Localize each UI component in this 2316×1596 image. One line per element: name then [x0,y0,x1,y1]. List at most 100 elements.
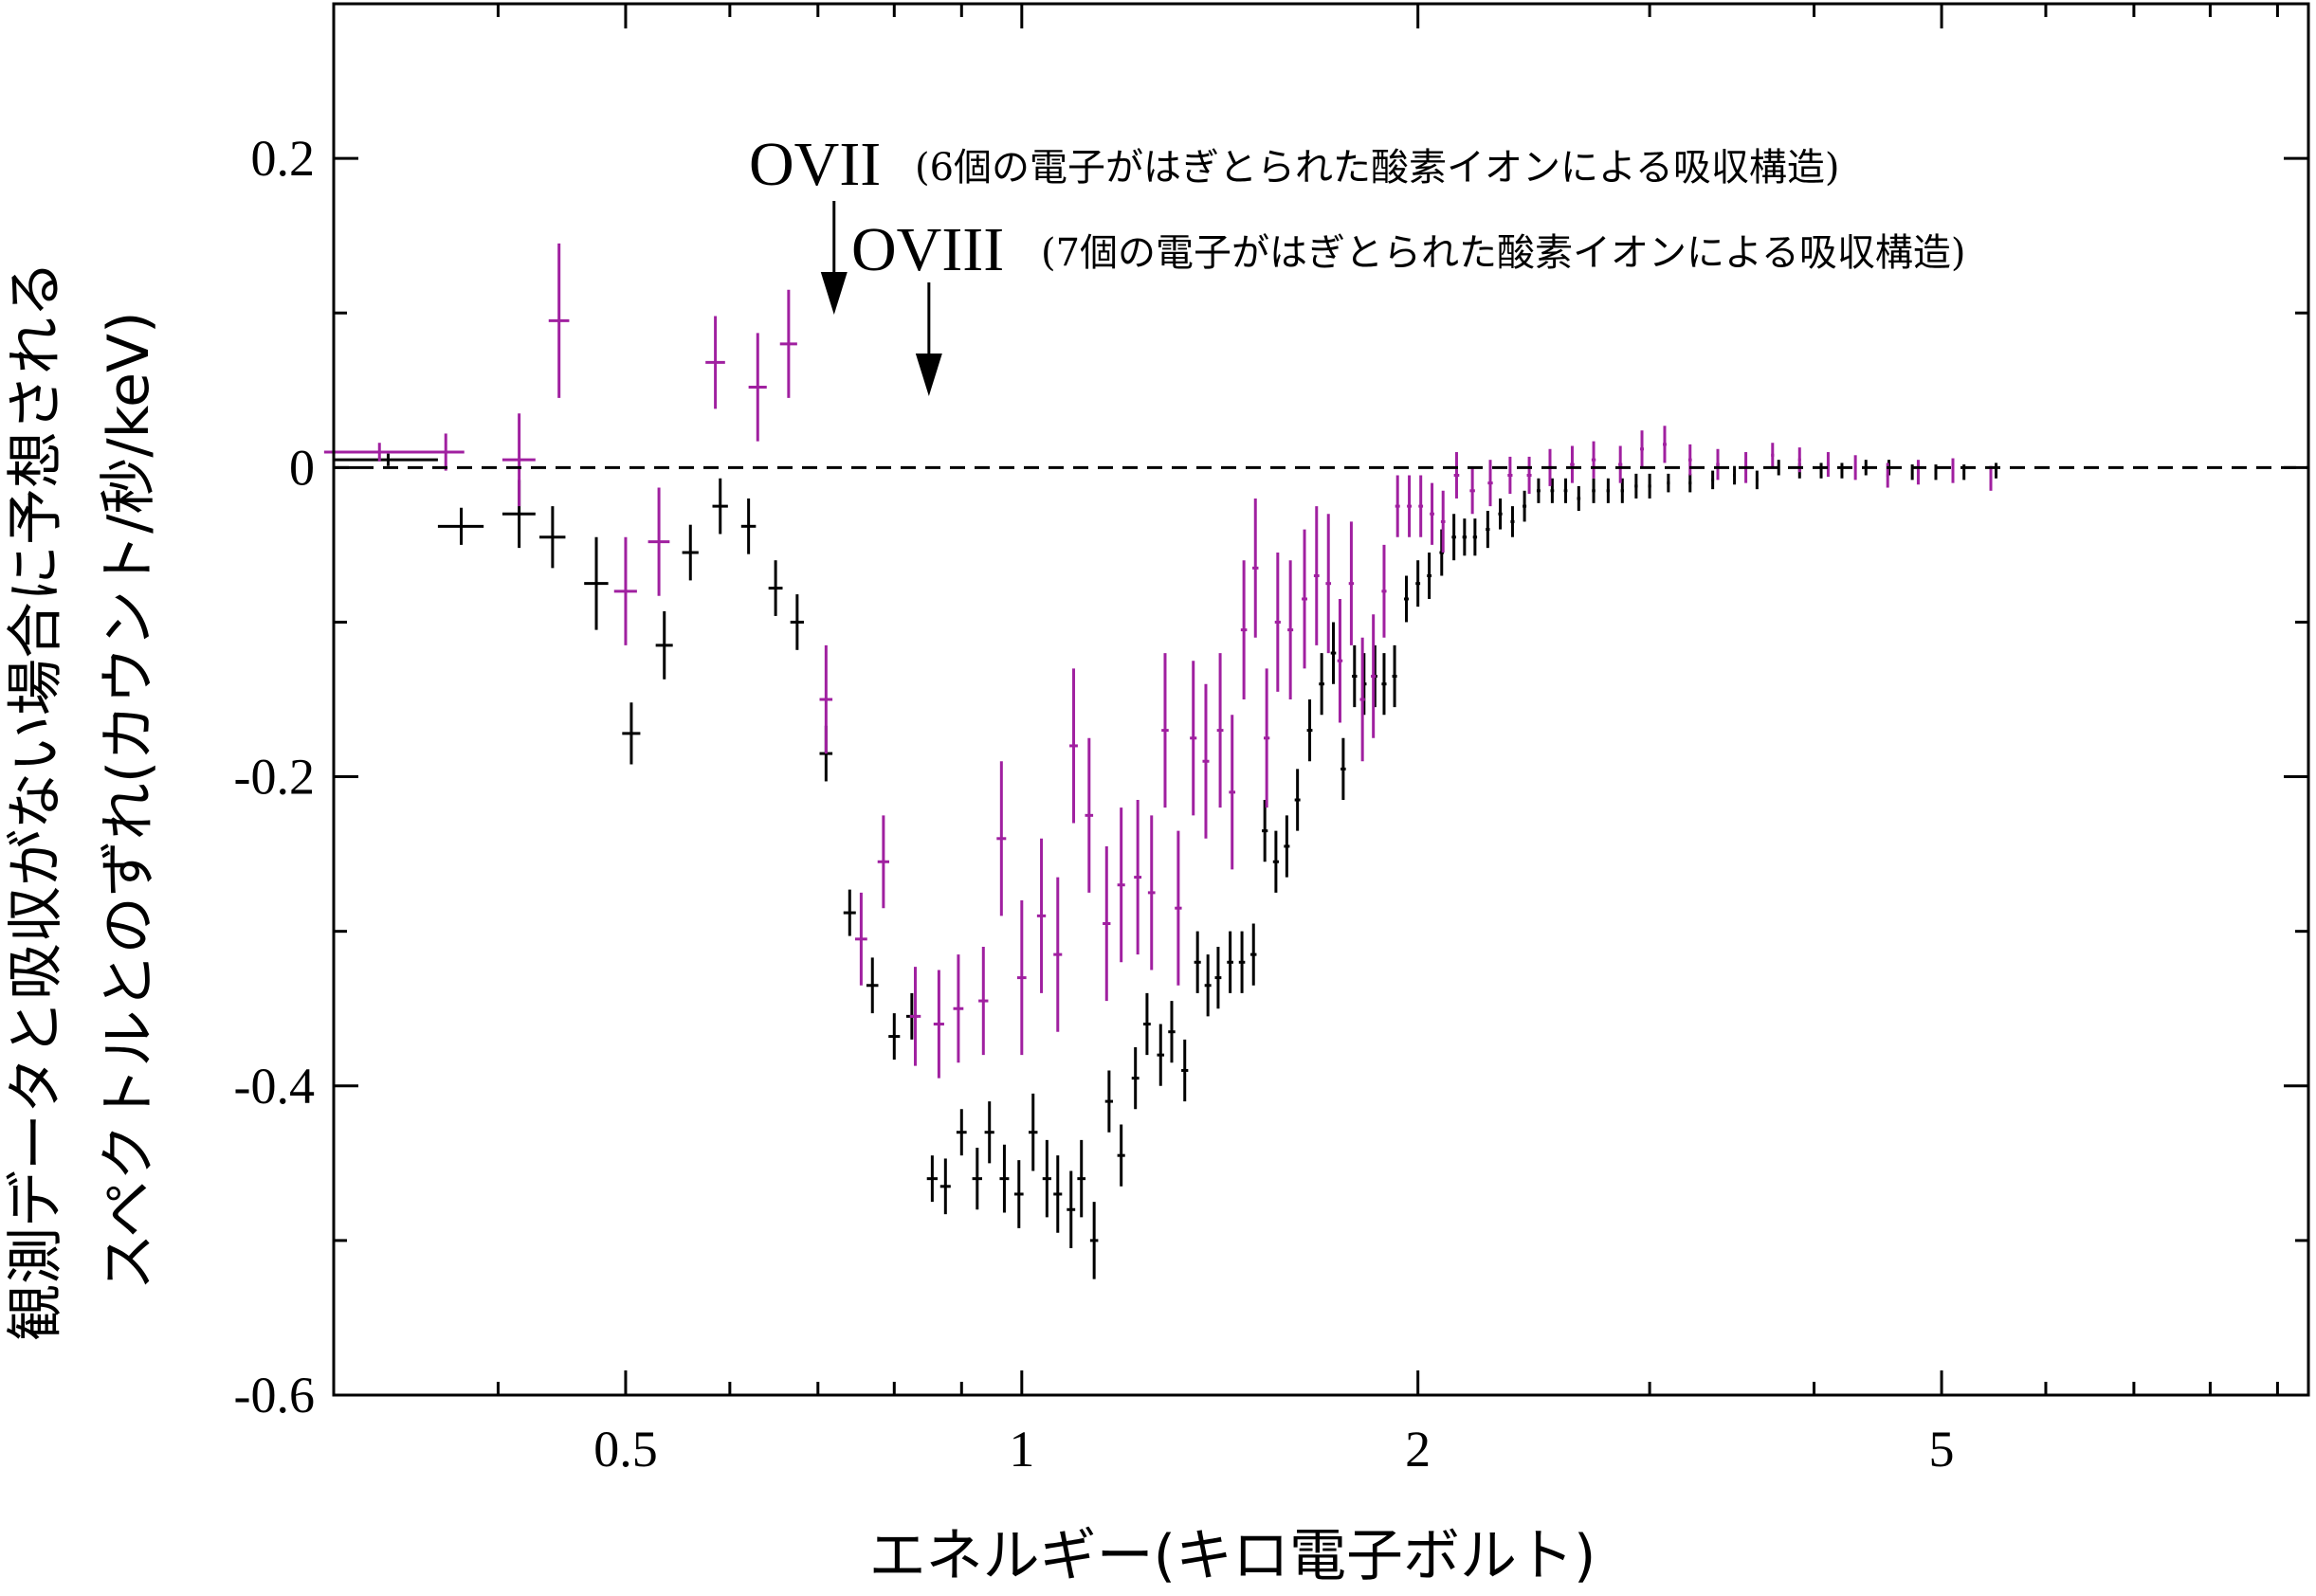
y-axis-title-line-2: スペクトルとのずれ(カウント/秒/keV) [96,311,162,1290]
data-point [438,508,483,545]
data-point [1570,445,1575,482]
data-point [910,967,921,1065]
data-point [996,761,1006,916]
data-point [656,611,673,680]
data-point [1239,932,1246,993]
data-point [1295,769,1301,830]
data-point [1190,661,1196,815]
data-point [1215,947,1222,1008]
y-tick-label: 0 [289,439,315,496]
data-point [1118,1125,1125,1187]
data-point [1077,1140,1085,1218]
data-point [1314,506,1320,645]
data-point [1287,560,1293,699]
data-point [1241,560,1248,699]
data-point [1711,471,1714,490]
data-point [1688,444,1692,476]
y-tick-label: -0.6 [234,1367,315,1424]
data-point [1371,614,1376,737]
data-point [1952,459,1954,483]
data-point [1134,800,1141,954]
data-point [1302,530,1307,669]
data-point [1217,653,1224,807]
data-point [1430,483,1434,545]
data-point [1227,932,1233,993]
data-point [1229,715,1235,869]
data-point [1069,668,1078,823]
data-point [1118,807,1125,962]
x-tick-label: 0.5 [593,1421,658,1478]
data-point [1250,924,1256,986]
data-point [999,1145,1009,1213]
data-point [1202,684,1209,839]
data-point [1716,449,1720,481]
annotations-layer: OVII (6個の電子がはぎとられた酸素イオンによる吸収構造) OVIII (7… [749,130,1965,396]
data-point [1143,993,1151,1055]
data-point [1771,443,1774,467]
data-point [1319,653,1324,715]
data-point [741,499,757,554]
y-tick-label: -0.4 [234,1058,315,1115]
y-axis-title-line-1: 観測データと吸収がない場合に予想される [3,261,69,1341]
data-point [927,1155,938,1202]
data-point [1264,668,1269,807]
data-point [1667,474,1669,493]
x-tick-label: 5 [1929,1421,1955,1478]
x-tick-label: 2 [1405,1421,1431,1478]
data-point [1996,462,1997,478]
data-point [1640,430,1644,467]
data-point [1854,455,1857,480]
data-point [614,537,637,645]
data-point [1284,815,1289,877]
data-point [539,506,565,568]
data-point [1820,462,1822,478]
data-point [1017,900,1027,1055]
ovii-arrow-head [821,272,848,315]
data-point [1577,486,1581,511]
data-point [934,970,944,1078]
data-point [584,537,608,630]
data-point [749,333,767,441]
data-point [1340,738,1345,800]
data-point [1067,1170,1075,1248]
oviii-arrow-head [916,354,942,396]
data-point [1688,474,1691,493]
data-point [1053,1155,1062,1233]
data-point [954,954,964,1062]
data-point [1527,457,1532,494]
data-point [1990,466,1992,491]
data-point [978,947,988,1055]
data-point [705,316,725,408]
data-point [1427,553,1432,599]
data-point [1103,846,1110,1001]
data-point [502,413,536,506]
data-point [1381,653,1386,715]
data-point [427,433,465,470]
data-point [1273,831,1279,893]
data-point [334,454,438,466]
data-point [1252,499,1258,638]
data-point [1175,831,1181,986]
data-point [1592,442,1596,479]
data-point [1827,452,1830,477]
data-point [1132,1047,1140,1109]
data-point [940,1158,951,1214]
data-point [1407,475,1412,536]
x-tick-label: 1 [1009,1421,1034,1478]
data-point [1523,491,1526,522]
data-point [1841,462,1843,478]
data-point [1181,1040,1188,1101]
data-point [1331,622,1337,683]
data-point [855,893,867,986]
data-point [1451,514,1456,560]
data-point [1473,518,1477,555]
data-point [844,890,856,936]
data-points-layer [324,244,1997,1279]
data-point [1733,466,1736,485]
data-point [1618,445,1622,482]
data-point [1029,1094,1037,1171]
data-point [1510,506,1514,537]
data-point [1634,474,1637,499]
data-point [866,957,879,1013]
